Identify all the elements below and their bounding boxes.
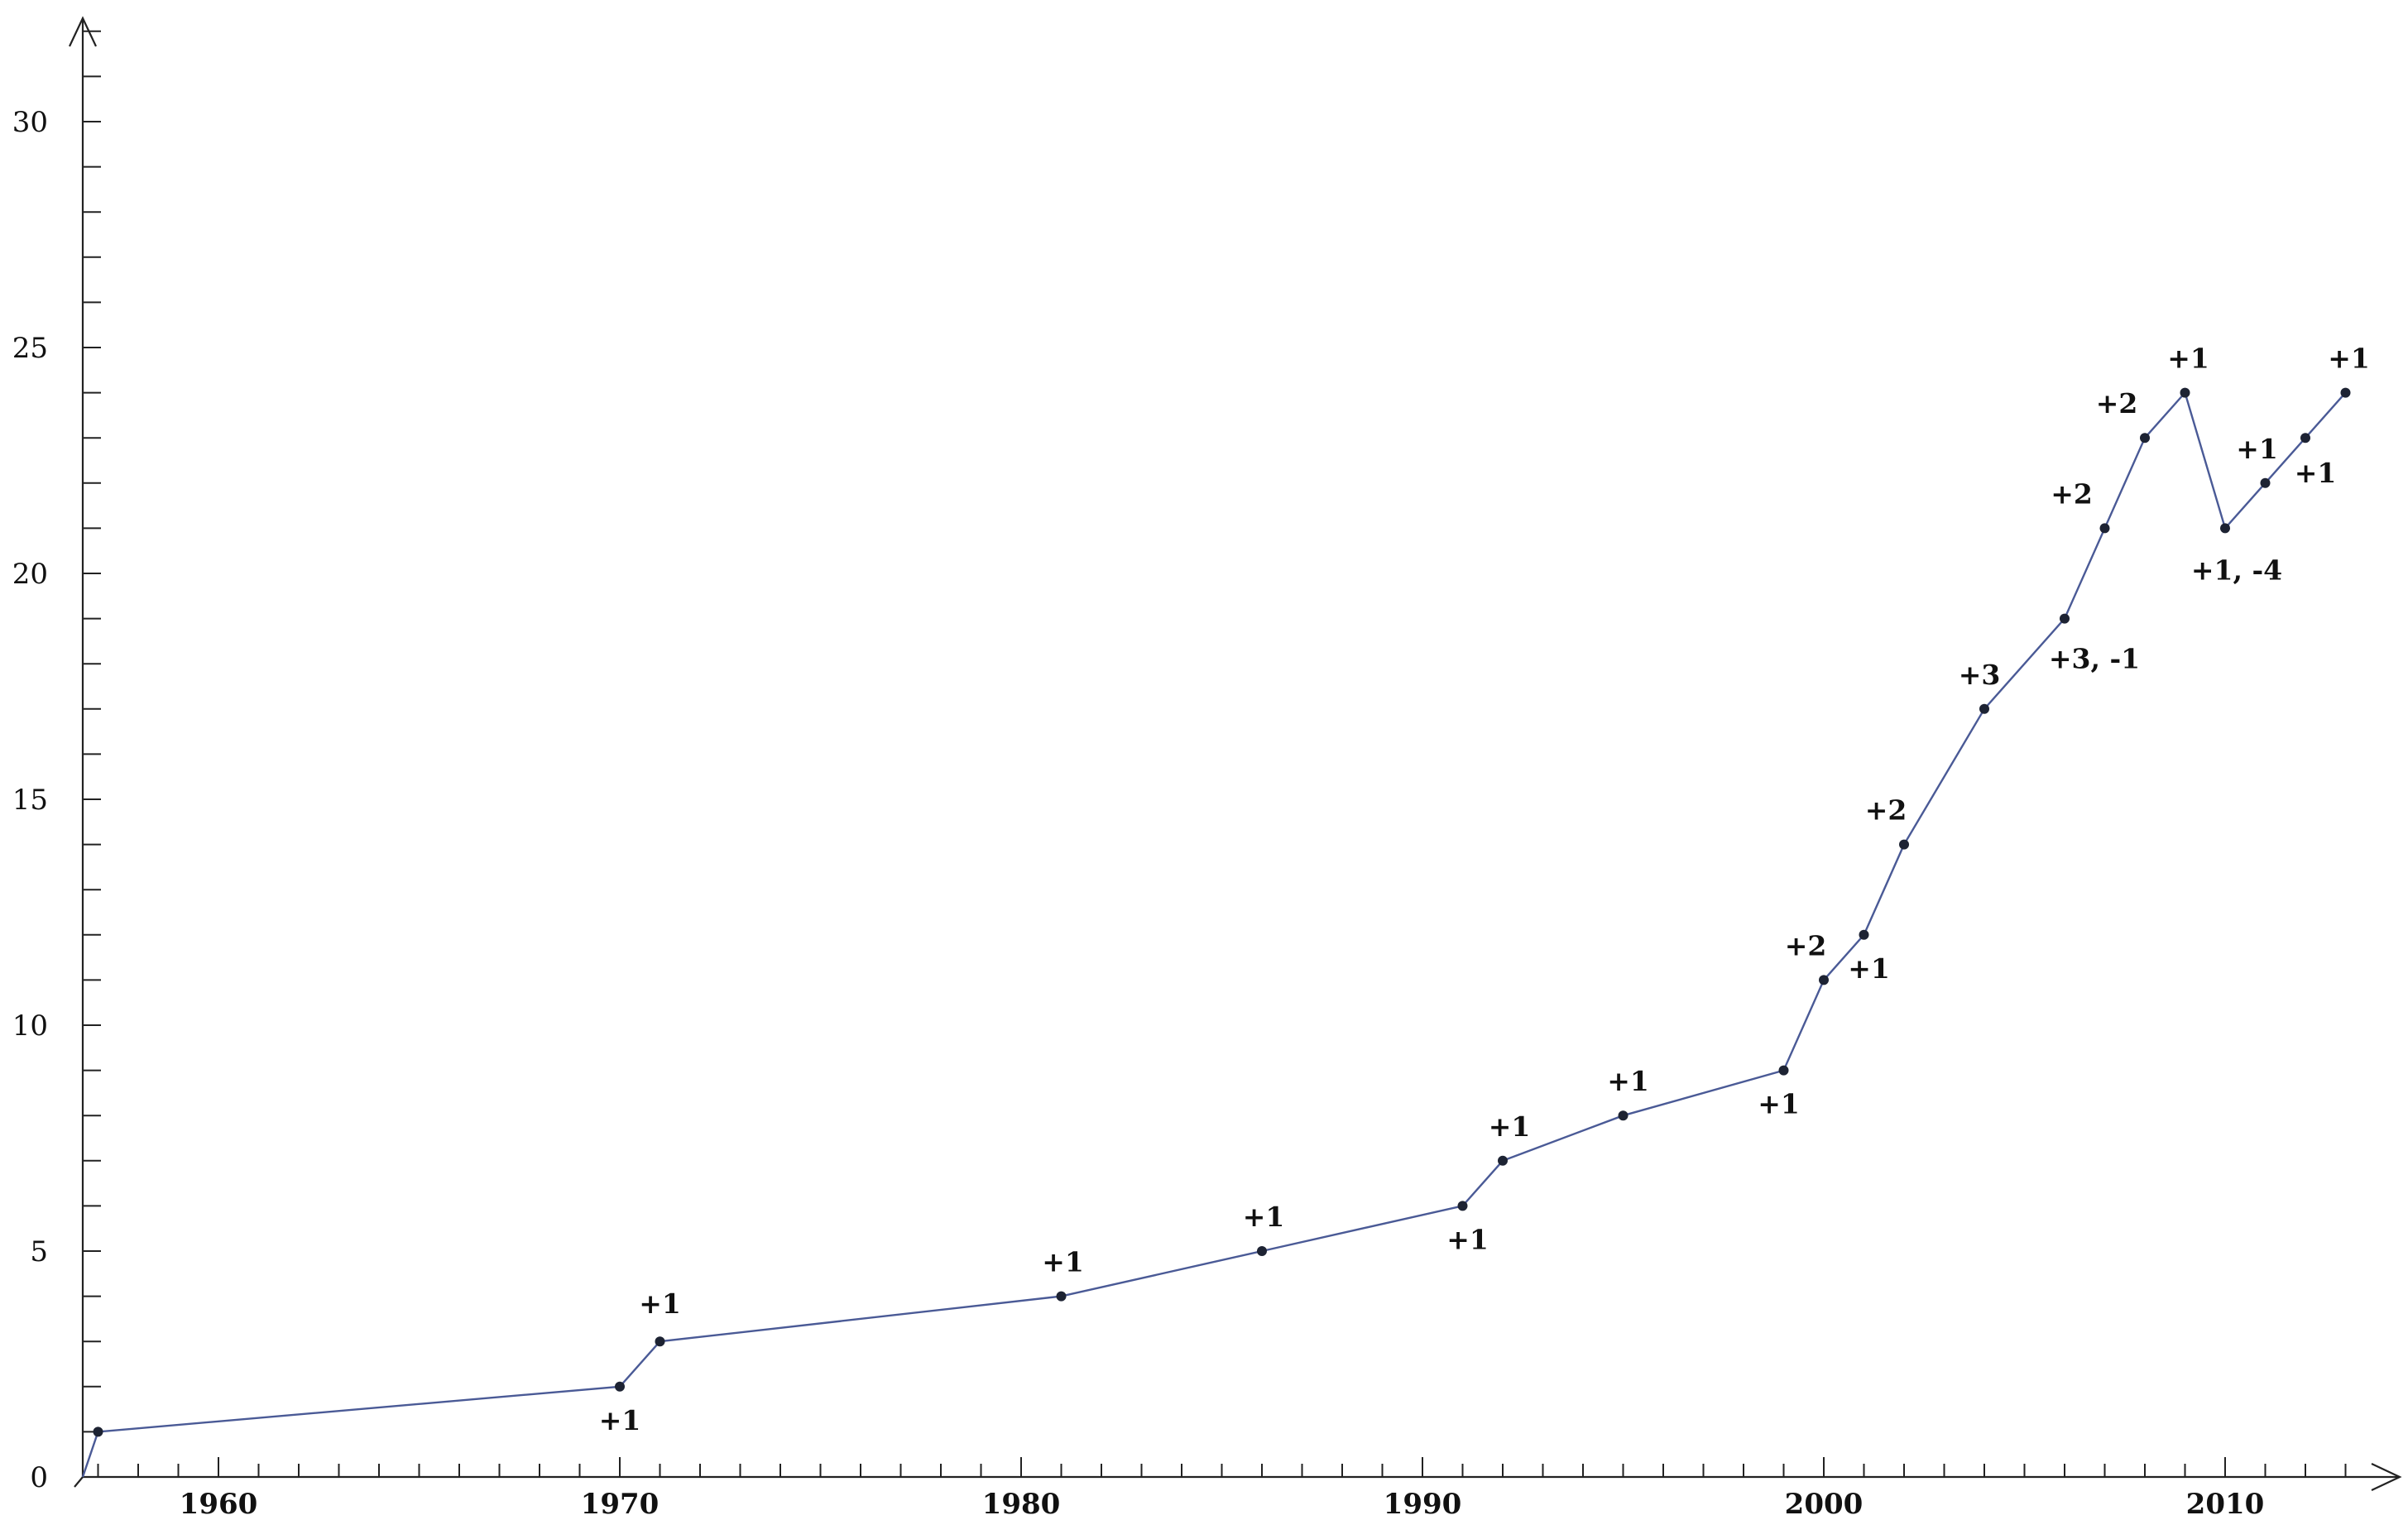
data-label: +3 [1959,659,2001,691]
y-tick-label: 10 [12,1009,48,1043]
data-point [1859,929,1869,940]
series-line [81,391,2347,1478]
data-point [1498,1155,1508,1166]
data-point [1257,1246,1267,1256]
data-label: +2 [1865,794,1907,827]
data-label: +1 [2295,457,2337,489]
y-tick-label: 5 [30,1235,48,1268]
data-label: +1 [2236,433,2278,465]
data-label: +1 [1848,952,1890,985]
axes [69,16,2402,1491]
data-label: +2 [1785,929,1827,961]
x-tick-label: 2000 [1785,1488,1864,1520]
origin-tail [74,1476,84,1488]
data-point [2260,477,2271,488]
data-series [81,387,2351,1478]
x-tick-label: 2010 [2186,1488,2265,1520]
data-point [1618,1110,1629,1121]
y-tick-label: 15 [12,784,48,817]
data-point [2060,613,2070,624]
data-label: +2 [2096,387,2138,420]
data-label: +1 [599,1404,641,1436]
data-point [93,1426,103,1437]
data-label: +1 [1489,1110,1531,1143]
axis-ticks [83,30,2347,1477]
x-axis-arrow [2371,1463,2402,1491]
x-tick-label: 1980 [982,1488,1061,1520]
data-label: +1 [2328,343,2370,375]
data-point [615,1381,625,1392]
data-point [2340,387,2351,398]
data-point [1979,703,1989,714]
data-point [2099,523,2110,534]
data-label: +1 [639,1287,681,1320]
x-tick-label: 1970 [581,1488,660,1520]
point-annotations: +1 +1 +1 +1 +1 +1 +1 +1 +2 +1 +2 +3 +3, -1 +2 +2 +1 +1, … [599,343,2370,1436]
data-label: +1 [2167,343,2209,375]
y-tick-label: 30 [12,106,48,139]
data-label: +1 [1042,1246,1084,1278]
data-label: +3, -1 [2049,643,2140,675]
data-label: +2 [2051,477,2093,510]
data-label: +1 [1243,1201,1285,1233]
y-tick-label: 20 [12,558,48,591]
x-tick-label: 1990 [1384,1488,1462,1520]
x-tick-label: 1960 [180,1488,258,1520]
data-point [1056,1291,1067,1302]
y-tick-label: 25 [12,332,48,365]
tick-labels: 0 5 10 15 20 25 30 1960 1970 1980 1990 2000 2010 [12,106,2265,1520]
y-tick-label: 0 [30,1461,48,1494]
data-label: +1, -4 [2191,554,2282,586]
data-point [2300,433,2310,444]
data-point [1899,839,1909,850]
data-label: +1 [1758,1088,1800,1120]
data-point [2140,433,2150,444]
data-point [2220,523,2230,534]
data-point [1819,975,1829,985]
y-axis-arrow [69,16,97,47]
data-point [1778,1065,1789,1076]
data-label: +1 [1607,1065,1649,1097]
data-label: +1 [1446,1223,1489,1255]
data-point [1457,1201,1468,1211]
data-point [2180,387,2190,398]
data-point [655,1336,665,1347]
